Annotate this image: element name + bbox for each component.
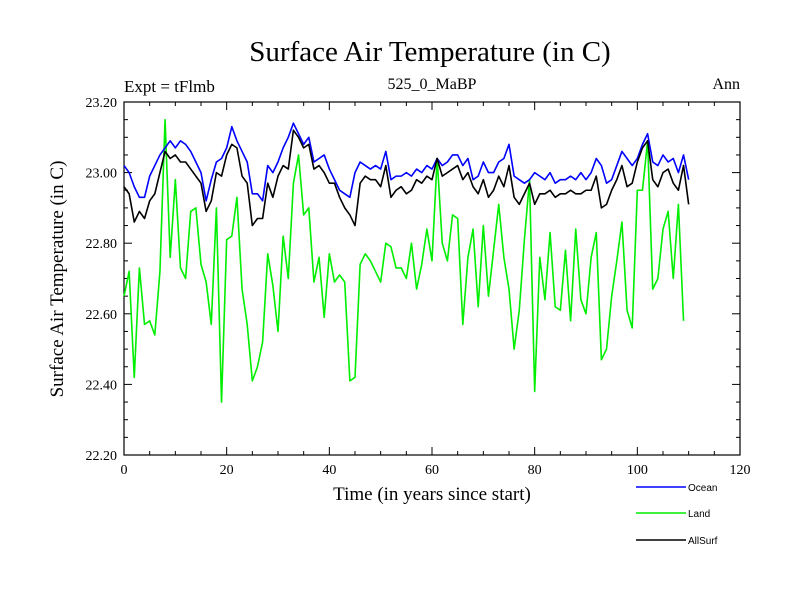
series-line-land xyxy=(123,118,685,403)
x-axis: 0 20 40 60 80 100 120 xyxy=(121,102,751,478)
y-tick-label: 23.00 xyxy=(86,167,118,182)
x-tick-label: 60 xyxy=(425,463,439,478)
x-tick-label: 80 xyxy=(528,463,542,478)
x-tick-label: 40 xyxy=(322,463,336,478)
series-line-ocean xyxy=(123,122,690,202)
legend-label-ocean: Ocean xyxy=(688,483,717,494)
series-layer xyxy=(123,118,690,403)
y-tick-label: 22.40 xyxy=(86,378,118,393)
y-axis-label: Surface Air Temperature (in C) xyxy=(47,161,68,398)
x-tick-label: 20 xyxy=(220,463,234,478)
y-tick-label: 22.20 xyxy=(86,449,118,464)
y-tick-label: 22.60 xyxy=(86,308,118,323)
legend-label-allsurf: AllSurf xyxy=(688,536,718,547)
series-line-allsurf xyxy=(123,129,690,227)
y-tick-label: 22.80 xyxy=(86,237,118,252)
chart-subtitle-left: Expt = tFlmb xyxy=(124,77,215,96)
x-tick-label: 120 xyxy=(730,463,751,478)
legend-label-land: Land xyxy=(688,509,710,520)
chart-subtitle-center: 525_0_MaBP xyxy=(388,76,477,93)
x-tick-label: 100 xyxy=(627,463,648,478)
legend: Ocean Land AllSurf xyxy=(636,483,718,547)
y-axis: 22.20 22.40 22.60 22.80 23.00 23.20 xyxy=(86,96,740,464)
x-tick-label: 0 xyxy=(121,463,128,478)
chart-subtitle-right: Ann xyxy=(712,76,740,93)
y-tick-label: 23.20 xyxy=(86,96,118,111)
x-axis-label: Time (in years since start) xyxy=(333,484,531,505)
chart-title: Surface Air Temperature (in C) xyxy=(249,36,610,68)
